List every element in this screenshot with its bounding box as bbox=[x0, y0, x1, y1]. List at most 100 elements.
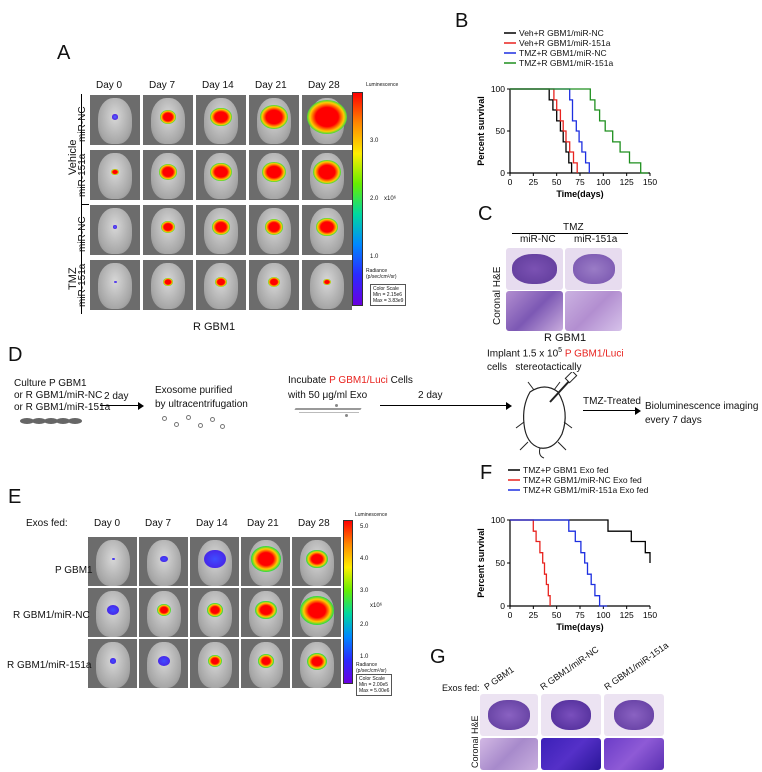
legend-label: TMZ+P GBM1 Exo fed bbox=[523, 465, 609, 475]
survival-curve bbox=[510, 519, 608, 607]
panel-c-col-label: miR-NC bbox=[520, 234, 556, 245]
panel-a-day-header: Day 7 bbox=[149, 80, 176, 91]
panel-d-implant-exp: 5 bbox=[558, 347, 563, 354]
panel-g-header: Exos fed: bbox=[442, 683, 480, 693]
panel-a-caption: R GBM1 bbox=[193, 321, 236, 333]
panel-g-he-image bbox=[480, 738, 538, 770]
survival-curve bbox=[510, 88, 590, 173]
panel-a-bli-image bbox=[143, 150, 193, 200]
panel-c-side-label: Coronal H&E bbox=[492, 266, 503, 325]
survival-curve bbox=[510, 88, 649, 174]
panel-label-c: C bbox=[478, 203, 493, 225]
panel-e-bli-image bbox=[292, 537, 341, 586]
panel-a-bli-image bbox=[249, 205, 299, 255]
panel-g-he-image bbox=[541, 694, 601, 736]
x-tick-label: 0 bbox=[508, 610, 513, 620]
panel-a-row-label: miR-151a bbox=[77, 263, 88, 307]
panel-label-f: F bbox=[480, 462, 493, 484]
y-tick-label: 0 bbox=[500, 168, 505, 178]
panel-a-bli-image bbox=[143, 205, 193, 255]
panel-a-bli-image bbox=[143, 95, 193, 145]
panel-label-a: A bbox=[57, 42, 71, 64]
panel-d-arrow1 bbox=[100, 405, 140, 406]
panel-e-bli-image bbox=[139, 588, 188, 637]
panel-c-he-image bbox=[506, 291, 563, 331]
legend-label: Veh+R GBM1/miR-NC bbox=[519, 28, 604, 38]
panel-d-arrow2-head bbox=[506, 402, 512, 410]
survival-curve bbox=[510, 88, 573, 173]
survival-curve bbox=[510, 519, 651, 563]
panel-d-arrow2 bbox=[380, 405, 508, 406]
panel-a-bli-image bbox=[249, 260, 299, 310]
panel-g-side-label: Coronal H&E bbox=[470, 715, 480, 768]
x-tick-label: 25 bbox=[529, 610, 539, 620]
x-tick-label: 50 bbox=[552, 177, 562, 187]
panel-label-g: G bbox=[430, 646, 446, 668]
panel-e-day-header: Day 21 bbox=[247, 518, 279, 529]
panel-e-bli-image bbox=[292, 588, 341, 637]
panel-d-implant-cells-line: cells stereotactically bbox=[487, 362, 582, 373]
panel-label-e: E bbox=[8, 486, 22, 508]
panel-c-top-line bbox=[512, 233, 628, 234]
panel-a-row-label: miR-151a bbox=[77, 153, 88, 197]
panel-c-caption: R GBM1 bbox=[544, 332, 587, 344]
panel-d-cell-pellet bbox=[20, 416, 92, 426]
x-tick-label: 75 bbox=[575, 177, 585, 187]
panel-d-step2: Exosome purified by ultracentrifugation bbox=[155, 385, 248, 410]
y-tick-label: 0 bbox=[500, 601, 505, 611]
panel-c-he-image bbox=[565, 291, 622, 331]
panel-a-bli-image bbox=[90, 150, 140, 200]
panel-d-step1: Culture P GBM1 or R GBM1/miR-NC or R GBM… bbox=[14, 378, 111, 413]
panel-e-scale-tick: 2.0 bbox=[360, 622, 369, 628]
panel-a-bli-image bbox=[90, 95, 140, 145]
panel-a-bli-image bbox=[196, 95, 246, 145]
panel-e-day-header: Day 28 bbox=[298, 518, 330, 529]
panel-g-col-label: R GBM1/miR-151a bbox=[602, 640, 671, 692]
x-tick-label: 25 bbox=[529, 177, 539, 187]
panel-a-scale-tick: 2.0 bbox=[370, 196, 379, 202]
panel-a-bli-image bbox=[143, 260, 193, 310]
panel-g-col-label: R GBM1/miR-NC bbox=[538, 644, 601, 692]
panel-g-he-image bbox=[604, 738, 664, 770]
panel-a-bli-image bbox=[302, 95, 352, 145]
panel-d-arrow3 bbox=[583, 410, 637, 411]
panel-d-arrow1-head bbox=[138, 402, 144, 410]
panel-c-he-image bbox=[565, 248, 622, 290]
survival-curve bbox=[510, 88, 578, 173]
panel-a-scale-title: Luminescence bbox=[366, 82, 399, 88]
panel-e-bli-image bbox=[88, 588, 137, 637]
panel-a-bli-image bbox=[196, 205, 246, 255]
panel-d-final: Bioluminescence imaging every 7 days bbox=[645, 401, 759, 426]
panel-e-scale-unit: Radiance (p/sec/cm²/sr) bbox=[356, 662, 387, 674]
panel-a-bli-image bbox=[249, 95, 299, 145]
x-axis-title: Time(days) bbox=[556, 189, 603, 199]
legend-label: TMZ+R GBM1/miR-151a bbox=[519, 58, 613, 68]
panel-g-col-label: P GBM1 bbox=[482, 664, 516, 692]
x-tick-label: 100 bbox=[596, 177, 610, 187]
x-tick-label: 100 bbox=[596, 610, 610, 620]
panel-a-colorscale-box: Color Scale Min = 2.15e6 Max = 3.83e9 bbox=[370, 284, 407, 306]
panel-e-scale-exp: x10⁶ bbox=[370, 603, 383, 609]
panel-a-bli-image bbox=[302, 150, 352, 200]
x-tick-label: 150 bbox=[643, 177, 657, 187]
panel-a-bli-image bbox=[90, 205, 140, 255]
panel-e-bli-image bbox=[241, 588, 290, 637]
panel-e-bli-image bbox=[88, 639, 137, 688]
panel-a-bli-image bbox=[196, 150, 246, 200]
panel-e-bli-image bbox=[139, 639, 188, 688]
panel-a-row-label: miR-NC bbox=[77, 216, 88, 252]
survival-curve bbox=[510, 519, 551, 606]
panel-a-group-divider bbox=[81, 204, 89, 205]
panel-e-scale-tick: 4.0 bbox=[360, 556, 369, 562]
panel-d-implant: Implant 1.5 x 105 P GBM1/Luci bbox=[487, 347, 624, 359]
panel-e-day-header: Day 14 bbox=[196, 518, 228, 529]
panel-a-scale-unit: Radiance (p/sec/cm²/sr) bbox=[366, 268, 397, 280]
panel-e-scale-tick: 3.0 bbox=[360, 588, 369, 594]
x-axis-title: Time(days) bbox=[556, 622, 603, 632]
panel-a-bli-image bbox=[302, 260, 352, 310]
y-axis-title: Percent survival bbox=[476, 528, 486, 598]
panel-e-day-header: Day 0 bbox=[94, 518, 121, 529]
panel-e-scale-title: Luminescence bbox=[355, 512, 388, 518]
